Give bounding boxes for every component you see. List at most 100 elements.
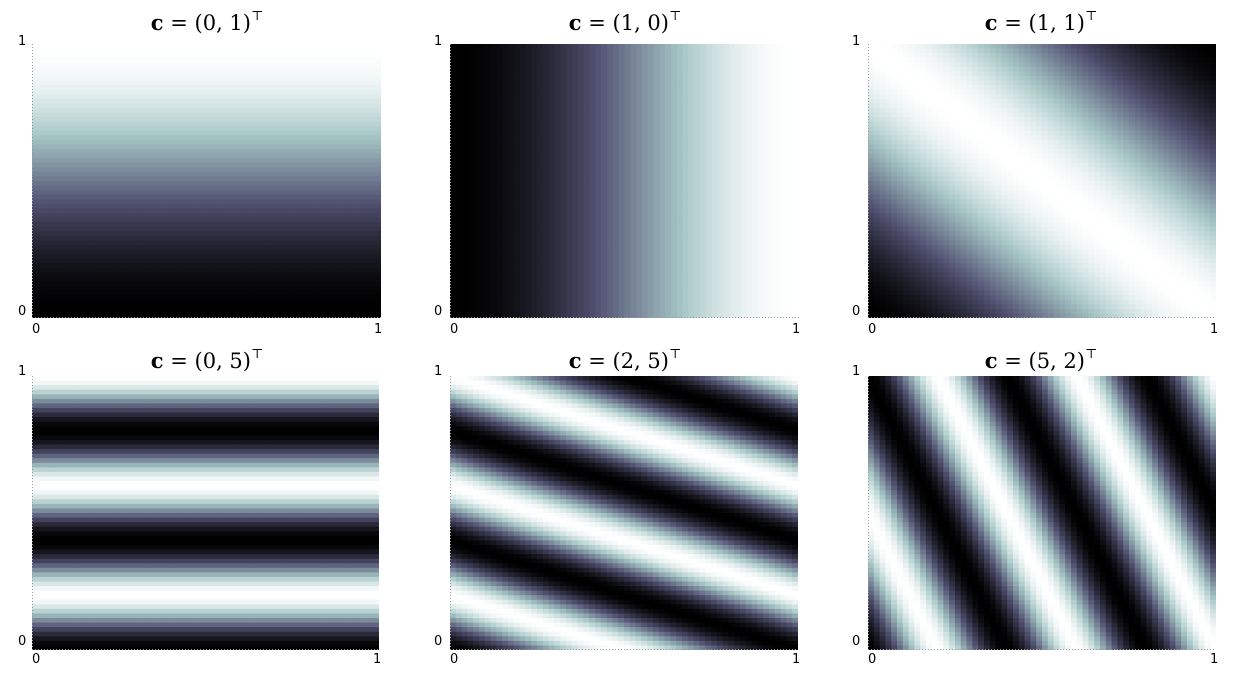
heatmap-cell [101,135,109,141]
heatmap-cell [136,75,144,82]
heatmap-cell [206,281,213,287]
heatmap-cell [490,272,498,278]
heatmap-cell [206,226,213,232]
heatmap-cell [270,167,277,173]
heatmap-cell [317,299,324,305]
heatmap-cell [276,130,283,136]
heatmap-cell [183,44,190,50]
heatmap-cell [519,167,527,173]
heatmap-cell [241,121,248,127]
heatmap-cell [317,276,324,283]
heatmap-cell [455,48,463,54]
heatmap-cell [218,308,225,315]
heatmap-cell [61,181,68,187]
heatmap-cell [101,226,109,232]
heatmap-cell [84,135,91,141]
heatmap-cell [340,171,347,178]
heatmap-cell [253,299,260,305]
heatmap-cell [113,89,120,95]
heatmap-cell [543,258,550,264]
heatmap-cell [247,53,254,59]
heatmap-cell [513,240,521,246]
heatmap-cell [334,48,341,54]
heatmap-cell [37,281,45,287]
heatmap-cell [171,267,179,273]
heatmap-cell [502,208,509,214]
heatmap-cell [548,153,556,159]
heatmap-cell [513,222,521,228]
heatmap-cell [189,235,196,241]
heatmap-cell [560,185,567,191]
heatmap-cell [229,107,237,114]
heatmap-cell [369,135,376,141]
heatmap-cell [101,117,109,123]
heatmap-cell [531,194,538,200]
heatmap-cell [351,181,359,187]
heatmap-cell [317,171,324,178]
heatmap-cell [328,212,336,219]
heatmap-cell [276,126,283,132]
heatmap-cell [235,235,242,241]
heatmap-cell [119,217,126,223]
heatmap-cell [328,267,336,273]
heatmap-cell [461,240,469,246]
heatmap-cell [455,66,463,72]
heatmap-cell [340,222,347,228]
heatmap-cell [525,66,533,72]
heatmap-cell [78,304,85,310]
heatmap-cell [479,258,486,264]
heatmap-cell [299,62,306,68]
heatmap-cell [154,126,161,132]
heatmap-cell [554,254,562,260]
heatmap-cell [346,263,353,269]
heatmap-cell [253,258,260,264]
heatmap-cell [241,313,248,318]
heatmap-cell [72,185,80,191]
heatmap-cell [467,181,474,187]
heatmap-cell [502,149,509,155]
heatmap-cell [253,235,260,241]
heatmap-cell [212,272,219,278]
heatmap-cell [183,80,190,86]
heatmap-cell [548,286,556,292]
heatmap-cell [113,44,120,50]
heatmap-cell [363,281,370,287]
heatmap-cell [375,226,381,232]
heatmap-cell [229,98,237,104]
heatmap-cell [32,190,39,196]
heatmap-cell [72,217,80,223]
heatmap-cell [212,299,219,305]
heatmap-cell [241,185,248,191]
heatmap-cell [90,295,97,301]
heatmap-cell [229,244,237,251]
heatmap-cell [311,107,318,114]
heatmap-cell [548,299,556,305]
heatmap-cell [363,89,370,95]
heatmap-cell [525,158,533,164]
heatmap-cell [72,313,80,318]
heatmap-cell [490,231,498,237]
heatmap-cell [346,135,353,141]
heatmap-cell [577,158,585,164]
heatmap-cell [125,66,132,72]
heatmap-cell [84,217,91,223]
heatmap-cell [276,85,283,91]
heatmap-cell [95,240,103,246]
heatmap-cell [363,57,370,63]
heatmap-cell [241,171,248,178]
heatmap-cell [136,226,144,232]
heatmap-cell [43,290,51,296]
heatmap-cell [154,194,161,200]
heatmap-cell [513,244,521,251]
heatmap-cell [125,71,132,77]
heatmap-cell [49,144,56,150]
heatmap-cell [554,304,562,310]
heatmap-cell [270,153,277,159]
heatmap-cell [125,149,132,155]
heatmap-cell [293,217,301,223]
heatmap-cell [189,121,196,127]
heatmap-cell [317,308,324,315]
heatmap-cell [537,304,544,310]
heatmap-cell [148,171,155,178]
heatmap-cell [177,139,184,146]
